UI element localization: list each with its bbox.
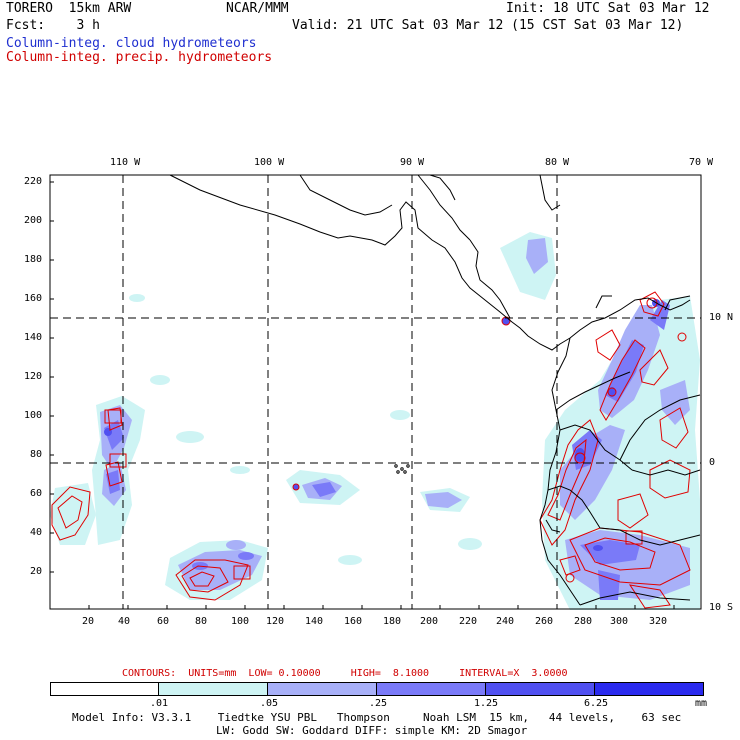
x-tick: 140 xyxy=(305,616,324,627)
legend-label: .05 xyxy=(260,698,279,709)
legend-units: mm xyxy=(695,698,708,709)
max-markers xyxy=(104,409,643,580)
x-tick: 320 xyxy=(649,616,668,627)
org-label: NCAR/MMM xyxy=(226,1,289,16)
lon-label-70w: 70 W xyxy=(689,157,714,168)
legend-bin xyxy=(268,683,377,695)
physics-info: LW: Godd SW: Goddard DIFF: simple KM: 2D… xyxy=(216,724,528,737)
x-tick: 200 xyxy=(420,616,439,627)
lat-label-0: 0 xyxy=(709,457,716,468)
legend-bin xyxy=(377,683,486,695)
y-tick: 180 xyxy=(24,254,43,265)
x-tick: 20 xyxy=(82,616,95,627)
lon-label-80w: 80 W xyxy=(545,157,570,168)
y-tick: 60 xyxy=(30,488,43,499)
lon-label-100w: 100 W xyxy=(254,157,285,168)
x-tick: 100 xyxy=(231,616,250,627)
x-tick: 260 xyxy=(535,616,554,627)
x-tick: 80 xyxy=(195,616,208,627)
legend-label: .25 xyxy=(369,698,388,709)
forecast-hour: Fcst: 3 h xyxy=(6,18,100,33)
map-panel xyxy=(49,174,702,610)
y-tick: 80 xyxy=(30,449,43,460)
y-tick: 160 xyxy=(24,293,43,304)
latlon-grid xyxy=(50,175,701,609)
color-legend xyxy=(50,682,704,696)
x-tick: 160 xyxy=(344,616,363,627)
contours-info: CONTOURS: UNITS=mm LOW= 0.10000 HIGH= 8.… xyxy=(122,668,568,679)
field-precip-label: Column-integ. precip. hydrometeors xyxy=(6,50,273,65)
legend-bin xyxy=(51,683,159,695)
coastlines xyxy=(169,174,701,606)
map-frame xyxy=(49,174,702,610)
y-tick: 120 xyxy=(24,371,43,382)
legend-label: .01 xyxy=(150,698,169,709)
cloud-shading xyxy=(50,232,700,610)
init-time: Init: 18 UTC Sat 03 Mar 12 xyxy=(506,1,710,16)
lon-label-90w: 90 W xyxy=(400,157,425,168)
model-title: TORERO 15km ARW xyxy=(6,1,132,16)
x-tick: 120 xyxy=(266,616,285,627)
legend-label: 6.25 xyxy=(584,698,609,709)
x-tick: 180 xyxy=(383,616,402,627)
y-tick: 220 xyxy=(24,176,43,187)
legend-bin xyxy=(159,683,268,695)
y-tick: 200 xyxy=(24,215,43,226)
valid-time: Valid: 21 UTC Sat 03 Mar 12 (15 CST Sat … xyxy=(292,18,684,33)
lon-label-110w: 110 W xyxy=(110,157,141,168)
x-tick: 280 xyxy=(574,616,593,627)
x-tick: 220 xyxy=(459,616,478,627)
field-cloud-label: Column-integ. cloud hydrometeors xyxy=(6,36,257,51)
y-tick: 40 xyxy=(30,527,43,538)
x-tick: 60 xyxy=(157,616,170,627)
y-tick: 20 xyxy=(30,566,43,577)
model-info: Model Info: V3.3.1 Tiedtke YSU PBL Thomp… xyxy=(72,711,682,724)
y-tick: 140 xyxy=(24,332,43,343)
legend-bin xyxy=(486,683,595,695)
legend-label: 1.25 xyxy=(474,698,499,709)
lat-label-10s: 10 S xyxy=(709,602,734,613)
x-tick: 300 xyxy=(610,616,629,627)
lat-label-10n: 10 N xyxy=(709,312,734,323)
x-tick: 240 xyxy=(496,616,515,627)
x-tick: 40 xyxy=(118,616,131,627)
axis-ticks xyxy=(50,181,675,609)
legend-bin xyxy=(595,683,703,695)
y-tick: 100 xyxy=(24,410,43,421)
